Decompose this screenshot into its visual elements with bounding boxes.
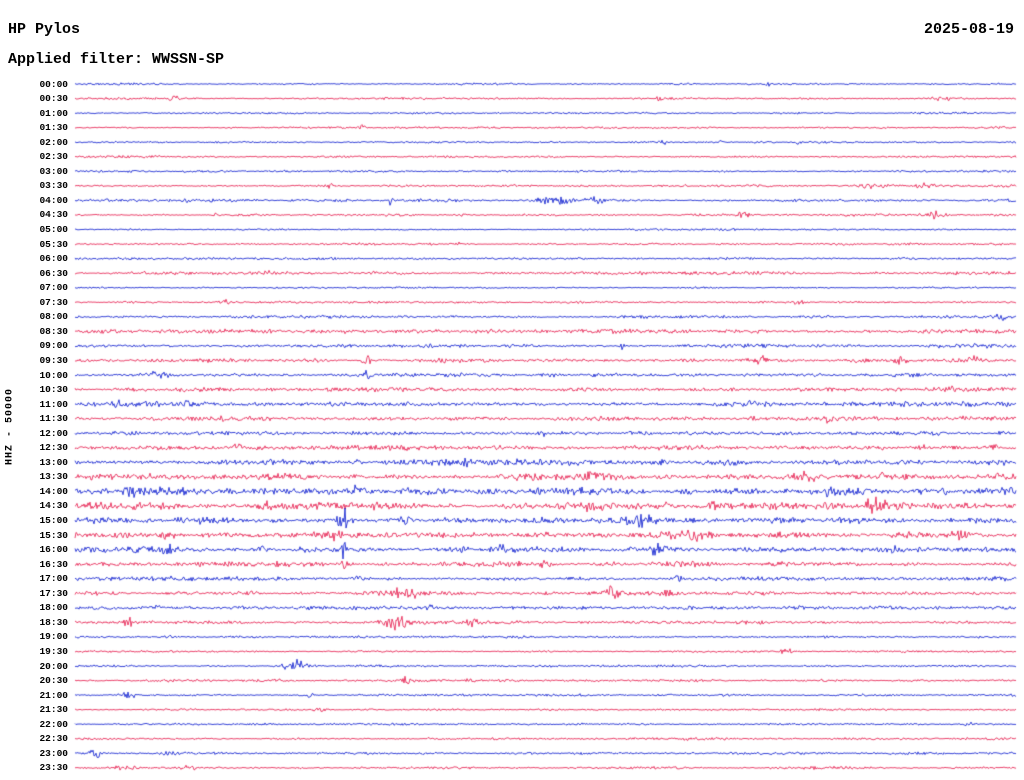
time-label: 18:30 <box>39 616 68 628</box>
time-label: 23:30 <box>39 762 68 774</box>
time-label: 06:30 <box>39 267 68 279</box>
time-label: 03:30 <box>39 180 68 192</box>
time-label: 11:30 <box>39 413 68 425</box>
time-label: 16:30 <box>39 558 68 570</box>
time-label: 06:00 <box>39 253 68 265</box>
time-label: 20:30 <box>39 675 68 687</box>
time-label: 21:30 <box>39 704 68 716</box>
time-label: 15:30 <box>39 529 68 541</box>
time-label: 01:00 <box>39 107 68 119</box>
time-label: 12:00 <box>39 427 68 439</box>
time-label: 10:30 <box>39 384 68 396</box>
time-label: 14:30 <box>39 500 68 512</box>
time-label: 22:30 <box>39 733 68 745</box>
time-label: 17:30 <box>39 587 68 599</box>
time-label: 08:30 <box>39 325 68 337</box>
time-label: 09:30 <box>39 354 68 366</box>
time-label: 12:30 <box>39 442 68 454</box>
station-title: HP Pylos <box>8 21 81 38</box>
time-label: 23:00 <box>39 747 68 759</box>
time-label: 05:30 <box>39 238 68 250</box>
time-label: 13:00 <box>39 456 68 468</box>
time-label: 04:00 <box>39 194 68 206</box>
time-label: 19:00 <box>39 631 68 643</box>
time-label: 02:30 <box>39 151 68 163</box>
time-label: 07:00 <box>39 282 68 294</box>
time-label: 13:30 <box>39 471 68 483</box>
time-label-column: 00:00 00:30 01:00 01:30 02:00 02:30 03:00 03:30… <box>0 0 71 780</box>
time-label: 05:00 <box>39 224 68 235</box>
time-label: 18:00 <box>39 602 68 614</box>
time-label: 16:00 <box>39 544 68 556</box>
time-label: 03:00 <box>39 165 68 177</box>
time-label: 20:00 <box>39 660 68 672</box>
time-label: 21:00 <box>39 689 68 701</box>
date-label: 2025-08-19 <box>923 21 1014 38</box>
time-label: 17:00 <box>39 573 68 585</box>
time-label: 01:30 <box>39 122 68 134</box>
time-label: 10:00 <box>39 369 68 381</box>
time-label: 19:30 <box>39 645 68 657</box>
time-label: 00:00 <box>39 78 68 90</box>
time-label: 08:00 <box>39 311 68 323</box>
time-label: 07:30 <box>39 296 68 308</box>
time-label: 02:00 <box>39 136 68 148</box>
time-label: 00:30 <box>39 93 68 105</box>
time-label: 09:00 <box>39 340 68 352</box>
time-label: 14:00 <box>39 485 68 497</box>
time-label: 11:00 <box>39 398 68 410</box>
time-label: 04:30 <box>39 209 68 221</box>
filter-label: Applied filter: WWSSN-SP <box>8 51 225 68</box>
time-label: 22:00 <box>39 718 68 730</box>
time-label: 15:00 <box>39 515 68 526</box>
